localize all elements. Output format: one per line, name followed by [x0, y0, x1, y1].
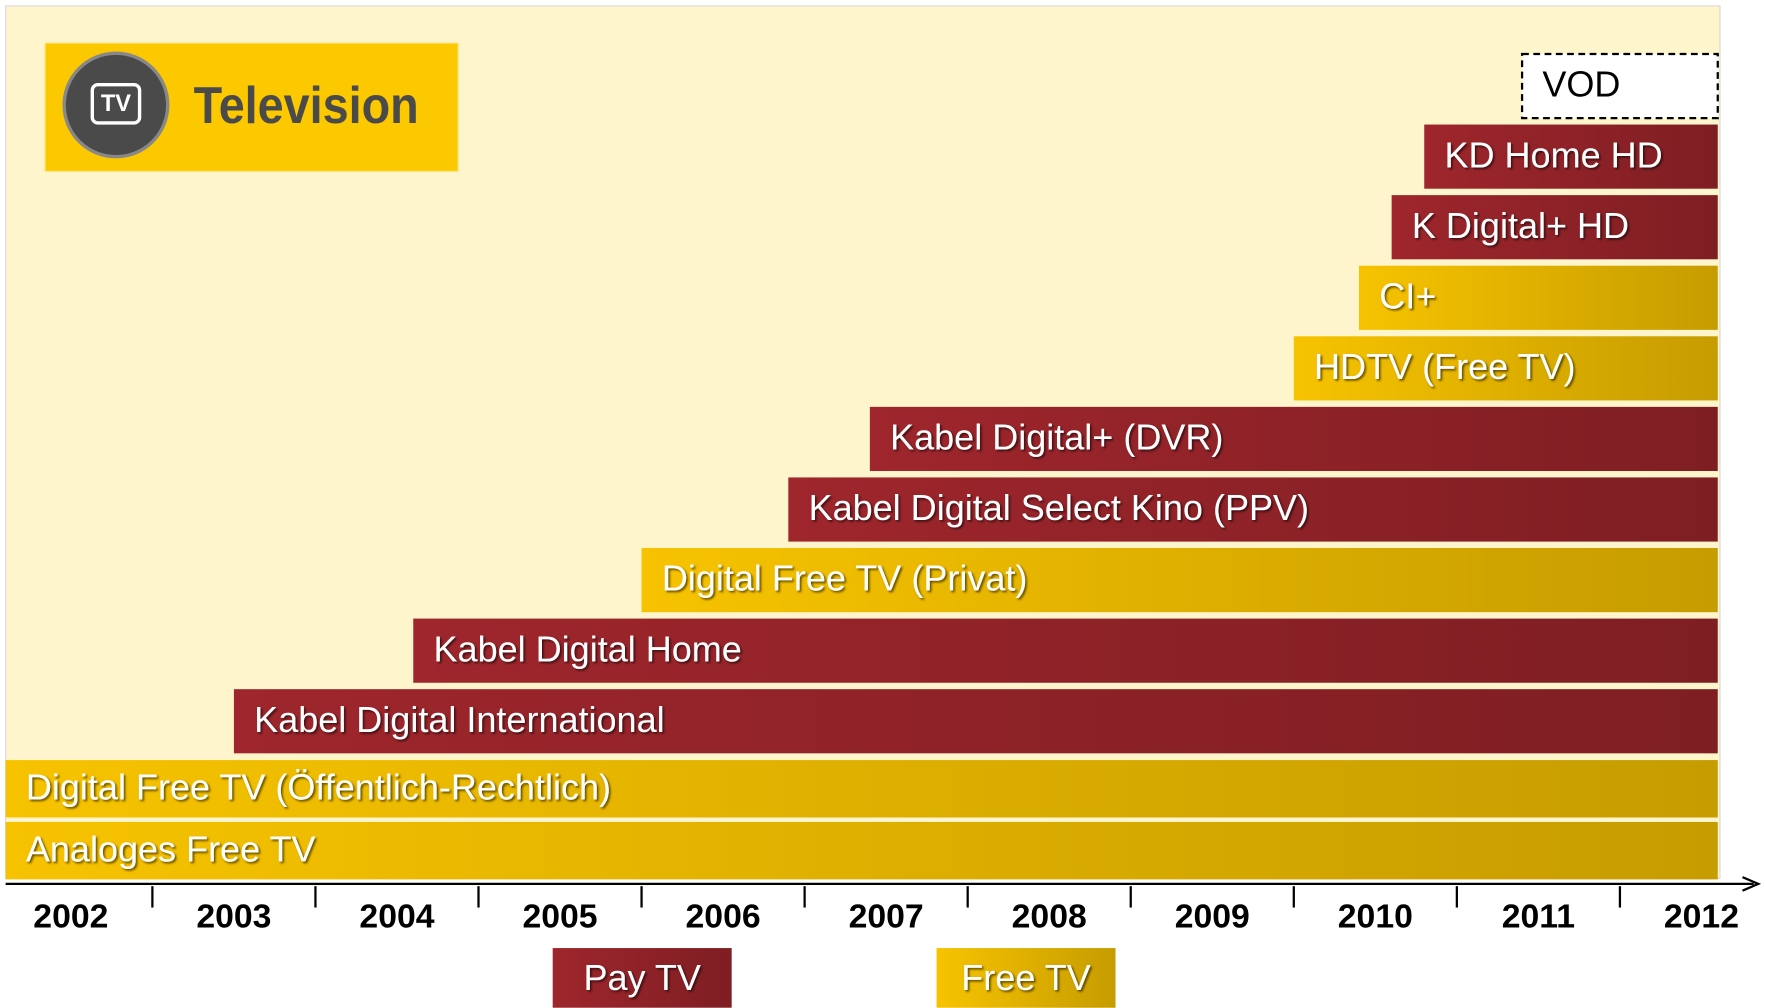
bar-label: Digital Free TV (Privat)	[662, 558, 1028, 599]
logo-title: Television	[194, 76, 419, 134]
legend-swatch	[936, 948, 1116, 1008]
bar-label: Kabel Digital Home	[434, 628, 742, 669]
x-tick-label: 2002	[33, 898, 108, 936]
x-tick-label: 2006	[686, 898, 761, 936]
x-axis-arrow	[1742, 876, 1762, 892]
bar-label: Digital Free TV (Öffentlich-Rechtlich)	[26, 766, 611, 807]
bar	[1359, 265, 1718, 330]
x-tick-label: 2010	[1338, 898, 1413, 936]
logo-circle	[62, 51, 170, 159]
legend-swatch	[552, 948, 732, 1008]
bar-label: VOD	[1542, 64, 1620, 105]
bar	[1293, 336, 1718, 401]
x-tick-label: 2004	[359, 898, 434, 936]
bar-label: K Digital+ HD	[1412, 205, 1629, 246]
x-tick-label: 2003	[196, 898, 271, 936]
bar	[5, 821, 1718, 880]
x-tick-label: 2009	[1175, 898, 1250, 936]
bar	[641, 548, 1718, 613]
x-tick-label: 2011	[1502, 898, 1575, 936]
x-tick-label: 2005	[522, 898, 597, 936]
x-tick-label: 2008	[1012, 898, 1087, 936]
logo: TV Television	[44, 42, 459, 172]
bar	[233, 689, 1718, 754]
bar	[1424, 124, 1718, 189]
bar-label: Kabel Digital+ (DVR)	[890, 417, 1223, 458]
logo-tv-frame	[90, 83, 142, 125]
bar	[1391, 195, 1718, 260]
logo-icon: TV	[101, 91, 131, 117]
legend-label: Free TV	[961, 957, 1090, 998]
bar	[788, 477, 1718, 542]
bar-label: CI+	[1379, 275, 1436, 316]
bar	[413, 618, 1718, 683]
legend-label: Pay TV	[583, 957, 700, 998]
bar-label: Analoges Free TV	[26, 828, 316, 869]
bar-label: HDTV (Free TV)	[1314, 346, 1575, 387]
x-tick-label: 2012	[1664, 898, 1739, 936]
bar	[869, 406, 1718, 472]
bar	[1520, 52, 1719, 120]
bar-label: Kabel Digital International	[254, 699, 664, 740]
bar	[5, 760, 1718, 818]
bar-label: KD Home HD	[1445, 134, 1663, 175]
x-tick-label: 2007	[849, 898, 924, 936]
bar-label: Kabel Digital Select Kino (PPV)	[809, 487, 1309, 528]
